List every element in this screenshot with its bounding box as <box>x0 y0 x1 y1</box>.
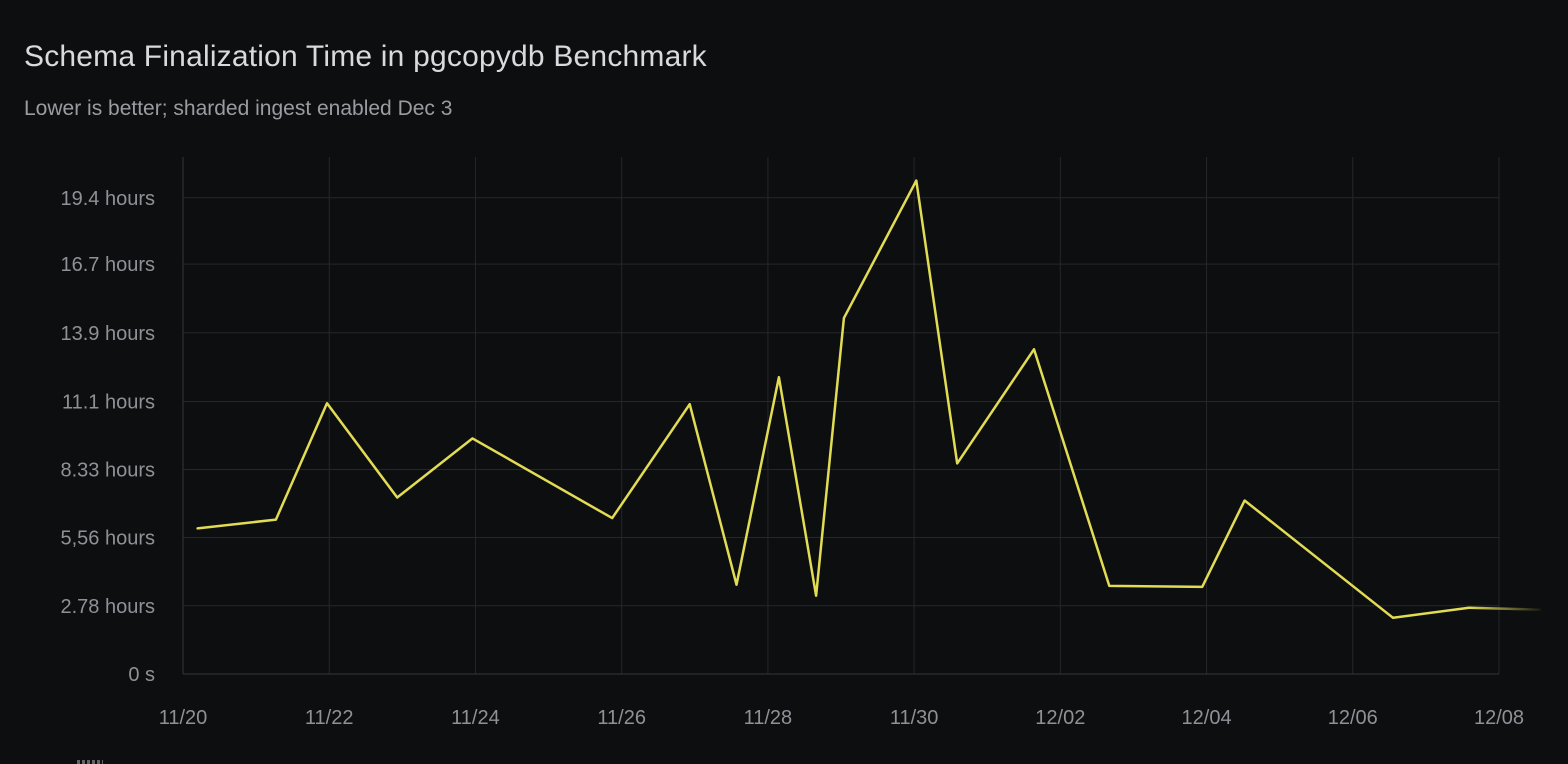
series-line <box>196 179 1471 620</box>
x-tick-label: 11/22 <box>305 707 354 729</box>
x-tick-label: 11/20 <box>159 707 208 729</box>
page-title: Schema Finalization Time in pgcopydb Ben… <box>24 40 707 73</box>
y-tick-label: 19.4 hours <box>60 188 155 210</box>
x-tick-label: 11/30 <box>890 707 939 729</box>
x-tick-label: 12/04 <box>1182 707 1232 729</box>
y-tick-label: 8.33 hours <box>60 460 155 482</box>
y-tick-label: 2.78 hours <box>60 596 155 618</box>
y-tick-label: 16.7 hours <box>60 254 155 276</box>
legend-fragment[interactable] <box>77 760 103 764</box>
x-tick-label: 12/08 <box>1474 707 1524 729</box>
y-tick-label: 0 s <box>128 664 155 686</box>
x-tick-label: 12/06 <box>1328 707 1378 729</box>
x-tick-label: 11/28 <box>744 707 793 729</box>
series-line-fade-tail <box>1467 606 1542 611</box>
x-tick-label: 11/26 <box>597 707 646 729</box>
x-tick-label: 12/02 <box>1035 707 1085 729</box>
x-tick-label: 11/24 <box>451 707 500 729</box>
y-tick-label: 13.9 hours <box>60 323 155 345</box>
y-tick-label: 11.1 hours <box>62 392 155 414</box>
page-subtitle: Lower is better; sharded ingest enabled … <box>24 97 453 120</box>
y-tick-label: 5,56 hours <box>60 528 155 550</box>
